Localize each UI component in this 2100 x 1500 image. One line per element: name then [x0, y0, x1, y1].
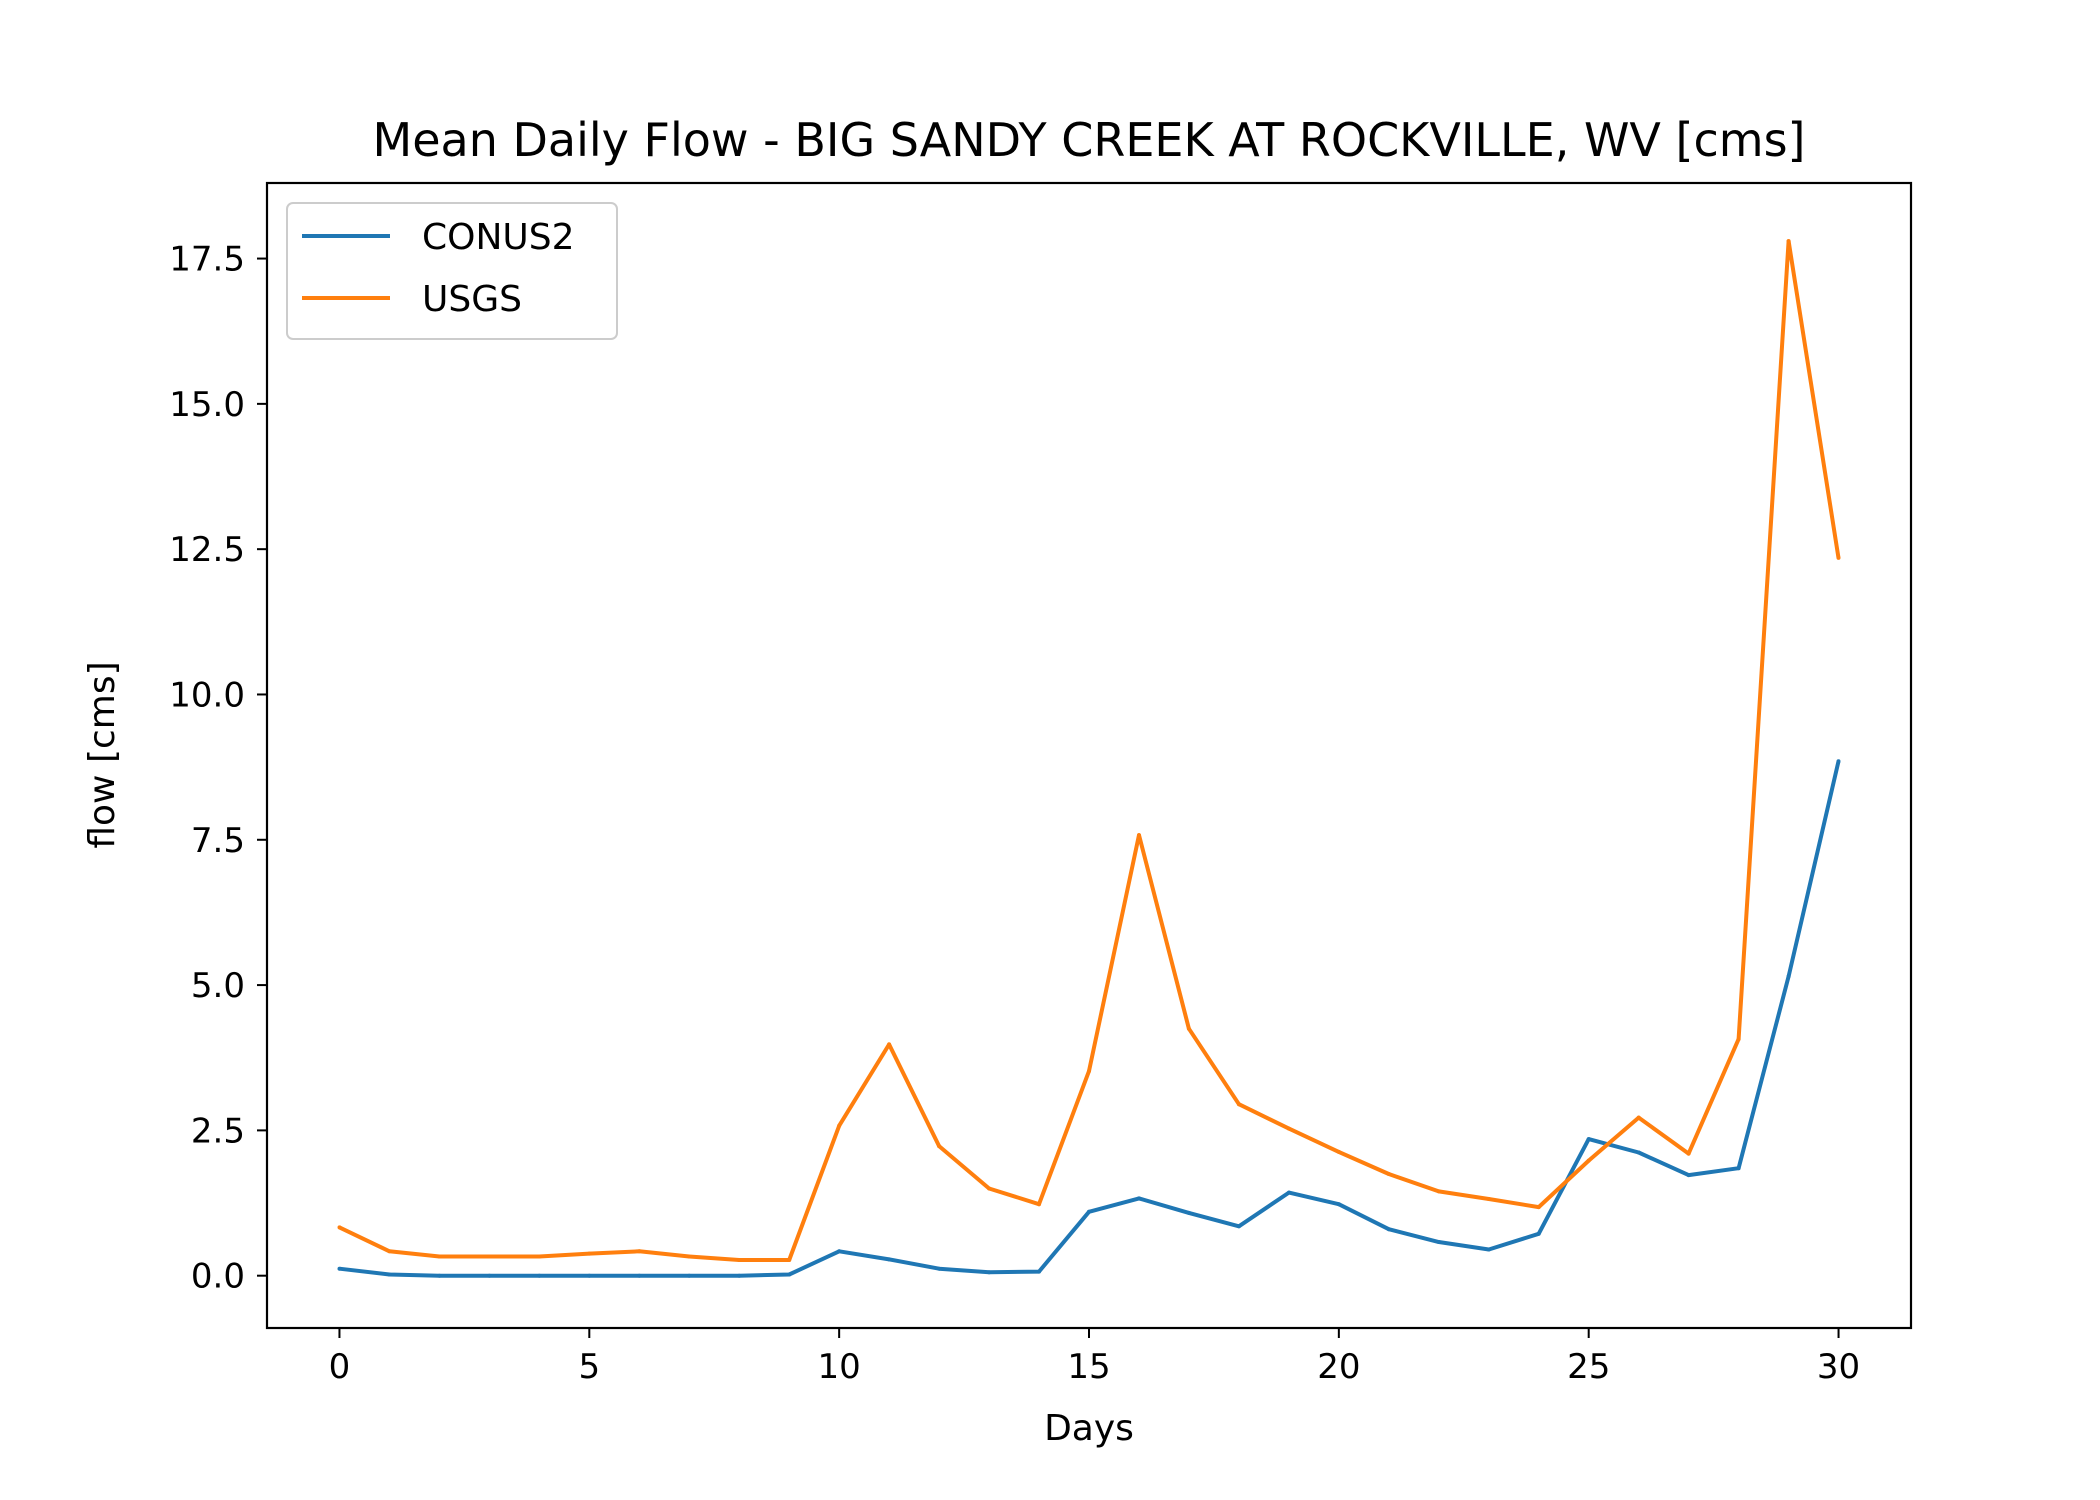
data-point-conus2	[1137, 1196, 1141, 1201]
data-point-usgs	[587, 1251, 592, 1256]
y-tick-label: 0.0	[191, 1257, 245, 1297]
data-point-conus2	[1386, 1227, 1391, 1232]
x-axis-label: Days	[1044, 1408, 1134, 1449]
data-point-conus2	[737, 1273, 742, 1278]
legend: CONUS2 USGS	[286, 202, 618, 340]
x-axis: 0 5 10 15 20 25 30	[329, 1328, 1860, 1387]
plot-background	[267, 183, 1911, 1328]
data-point-conus2	[787, 1272, 792, 1277]
data-point-conus2	[1037, 1269, 1041, 1274]
y-tick-label: 2.5	[191, 1111, 245, 1151]
data-point-usgs	[1736, 1037, 1741, 1042]
data-point-conus2	[887, 1257, 892, 1262]
data-point-usgs	[1286, 1126, 1291, 1131]
data-point-conus2	[837, 1249, 842, 1254]
data-point-conus2	[1836, 759, 1841, 764]
y-tick-label: 10.0	[169, 675, 245, 715]
x-tick-label: 0	[329, 1347, 351, 1387]
data-point-conus2	[987, 1270, 992, 1275]
data-point-usgs	[787, 1258, 792, 1262]
x-tick-label: 30	[1817, 1347, 1860, 1387]
data-point-conus2	[1186, 1210, 1191, 1215]
data-point-conus2	[1236, 1224, 1241, 1229]
x-tick-label: 20	[1317, 1347, 1360, 1387]
data-point-usgs	[537, 1254, 542, 1259]
data-point-conus2	[537, 1273, 542, 1278]
data-point-usgs	[1336, 1149, 1341, 1154]
data-point-conus2	[1286, 1190, 1291, 1195]
data-point-conus2	[1336, 1202, 1341, 1207]
legend-label-usgs: USGS	[422, 279, 522, 320]
data-point-conus2	[1786, 974, 1791, 979]
data-point-conus2	[1686, 1173, 1691, 1178]
data-point-conus2	[387, 1272, 392, 1277]
data-point-usgs	[1536, 1205, 1541, 1210]
data-point-conus2	[437, 1273, 442, 1278]
data-point-usgs	[1636, 1115, 1641, 1120]
data-point-usgs	[1686, 1151, 1691, 1156]
y-tick-label: 17.5	[169, 240, 245, 280]
data-point-usgs	[387, 1249, 392, 1254]
data-point-conus2	[487, 1273, 492, 1278]
data-point-conus2	[937, 1266, 942, 1271]
data-point-usgs	[1836, 555, 1841, 560]
data-point-usgs	[1186, 1026, 1191, 1031]
x-tick-label: 10	[818, 1347, 861, 1387]
data-point-usgs	[337, 1225, 342, 1230]
y-tick-label: 15.0	[169, 385, 245, 425]
chart-title: Mean Daily Flow - BIG SANDY CREEK AT ROC…	[373, 113, 1806, 167]
data-point-conus2	[1736, 1166, 1741, 1171]
data-point-usgs	[837, 1123, 842, 1128]
y-tick-label: 5.0	[191, 966, 245, 1006]
x-tick-label: 5	[578, 1347, 600, 1387]
data-point-usgs	[1586, 1158, 1591, 1163]
data-point-conus2	[1436, 1240, 1441, 1244]
data-point-conus2	[1536, 1231, 1541, 1236]
data-point-usgs	[1436, 1189, 1441, 1194]
data-point-usgs	[637, 1249, 642, 1254]
data-point-usgs	[687, 1254, 692, 1259]
data-point-conus2	[637, 1273, 642, 1278]
data-point-usgs	[487, 1254, 492, 1259]
data-point-usgs	[1087, 1069, 1091, 1074]
y-tick-label: 7.5	[191, 821, 245, 861]
legend-label-conus2: CONUS2	[422, 217, 575, 258]
data-point-usgs	[1786, 239, 1791, 244]
data-point-conus2	[687, 1273, 692, 1278]
y-axis: 0.0 2.5 5.0 7.5 10.0 12.5 15.0 17.5	[169, 240, 267, 1297]
data-point-conus2	[337, 1266, 342, 1271]
data-point-usgs	[1037, 1202, 1041, 1207]
data-point-usgs	[937, 1144, 942, 1149]
y-tick-label: 12.5	[169, 530, 245, 570]
series-layer	[337, 239, 1841, 1278]
data-point-conus2	[1087, 1209, 1091, 1214]
data-point-conus2	[1586, 1137, 1591, 1142]
data-point-usgs	[1386, 1172, 1391, 1176]
data-point-usgs	[737, 1258, 742, 1262]
plot-area	[265, 181, 1913, 1330]
data-point-usgs	[987, 1186, 992, 1191]
data-point-usgs	[1137, 833, 1141, 838]
data-point-usgs	[887, 1042, 892, 1047]
data-point-conus2	[1486, 1247, 1491, 1252]
data-point-usgs	[1236, 1102, 1241, 1107]
data-point-usgs	[1486, 1197, 1491, 1201]
data-point-usgs	[437, 1254, 442, 1259]
data-point-conus2	[1636, 1150, 1641, 1155]
y-axis-label: flow [cms]	[82, 661, 123, 848]
data-point-conus2	[587, 1273, 592, 1278]
x-tick-label: 25	[1567, 1347, 1610, 1387]
x-tick-label: 15	[1067, 1347, 1110, 1387]
